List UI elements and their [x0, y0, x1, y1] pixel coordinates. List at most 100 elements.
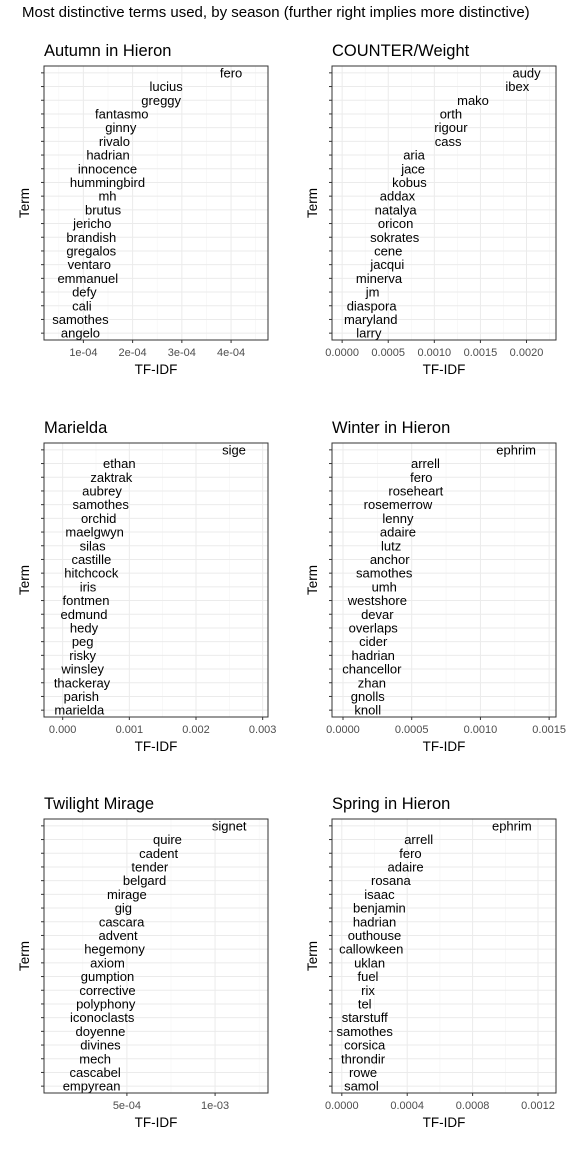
panel-1: Autumn in Hieron fero luciusgreggyfantasmo…	[17, 42, 269, 377]
term-label: jacqui	[369, 257, 404, 272]
term-label: maryland	[344, 312, 397, 327]
term-label: rigour	[434, 120, 468, 135]
term-label: chancellor	[342, 662, 402, 677]
term-label: quire	[153, 832, 182, 847]
term-label: divines	[80, 1038, 121, 1053]
x-tick-label: 0.0000	[326, 724, 360, 736]
plot-background	[332, 66, 556, 340]
x-tick-label: 0.002	[182, 724, 210, 736]
panel-title: Twilight Mirage	[44, 795, 154, 813]
x-tick-label: 0.0008	[456, 1100, 490, 1112]
x-tick-label: 0.0015	[464, 347, 498, 359]
term-label: cascabel	[69, 1065, 120, 1080]
term-label: benjamin	[353, 901, 406, 916]
term-label: fero	[399, 846, 421, 861]
term-label: corrective	[79, 983, 135, 998]
term-label: aubrey	[82, 483, 122, 498]
panel-title: Winter in Hieron	[332, 419, 450, 437]
term-label: adaire	[388, 859, 424, 874]
term-label: fero	[220, 65, 242, 80]
term-label: gregalos	[66, 243, 116, 258]
x-tick-label: 0.0005	[371, 347, 405, 359]
term-label: iconoclasts	[70, 1010, 135, 1025]
term-label: rix	[361, 983, 375, 998]
term-label: sokrates	[370, 230, 420, 245]
term-label: mech	[79, 1051, 111, 1066]
term-label: lucius	[149, 79, 183, 94]
term-label: minerva	[356, 271, 403, 286]
term-label: hadrian	[352, 648, 395, 663]
term-label: umh	[372, 579, 397, 594]
term-label: winsley	[60, 662, 104, 677]
panel-4: Winter in Hieron ephrim arrellferorosehear…	[305, 419, 566, 754]
term-label: adaire	[380, 525, 416, 540]
term-label: gig	[115, 901, 132, 916]
x-tick-label: 0.001	[116, 724, 144, 736]
x-tick-label: 0.0010	[464, 724, 498, 736]
term-label: arrell	[404, 832, 433, 847]
panel-title: Spring in Hieron	[332, 795, 450, 813]
y-axis-label: Term	[17, 188, 32, 218]
plot-background	[44, 819, 268, 1093]
panel-border	[43, 442, 269, 718]
plot-background	[332, 819, 556, 1093]
term-label: fontmen	[63, 593, 110, 608]
term-label: rosana	[371, 873, 412, 888]
figure-title: Most distinctive terms used, by season (…	[22, 4, 530, 21]
term-label: gumption	[81, 969, 134, 984]
term-label: tel	[358, 996, 372, 1011]
panel-5: Twilight Mirage signet quirecadenttenderbe…	[17, 795, 269, 1130]
term-label: jace	[400, 161, 425, 176]
term-label: kobus	[392, 175, 427, 190]
term-label: sige	[222, 442, 246, 457]
term-label: advent	[99, 928, 138, 943]
term-label: diaspora	[347, 298, 398, 313]
term-label: hadrian	[353, 914, 396, 929]
term-label: signet	[212, 818, 247, 833]
y-axis-label: Term	[17, 565, 32, 595]
term-label: aria	[403, 148, 425, 163]
x-tick-label: 2e-04	[119, 347, 147, 359]
panel-title: COUNTER/Weight	[332, 42, 470, 60]
x-tick-label: 0.000	[49, 724, 77, 736]
x-tick-label: 1e-03	[201, 1100, 229, 1112]
x-tick-label: 0.0012	[521, 1100, 555, 1112]
term-label: polyphony	[76, 996, 136, 1011]
x-axis-label: TF-IDF	[135, 1115, 178, 1130]
term-label: hegemony	[84, 942, 145, 957]
term-label: rowe	[349, 1065, 377, 1080]
term-label: brutus	[85, 202, 122, 217]
panel-3: Marielda sige ethanzaktrakaubreysamothesor…	[17, 419, 276, 754]
term-label: mh	[98, 189, 116, 204]
term-label: orth	[440, 106, 462, 121]
x-axis-label: TF-IDF	[423, 362, 466, 377]
term-label: samothes	[337, 1024, 394, 1039]
term-label: fero	[410, 470, 432, 485]
term-label: throndir	[341, 1051, 386, 1066]
term-label: cadent	[139, 846, 178, 861]
y-axis-label: Term	[305, 565, 320, 595]
term-label: hadrian	[86, 148, 129, 163]
term-label: cascara	[99, 914, 145, 929]
term-label: corsica	[344, 1038, 386, 1053]
term-label: zaktrak	[90, 470, 132, 485]
term-label: samothes	[356, 566, 413, 581]
x-axis-label: TF-IDF	[135, 739, 178, 754]
term-label: overlaps	[349, 620, 399, 635]
term-label: roseheart	[388, 483, 443, 498]
term-label: jm	[365, 285, 380, 300]
term-label: empyrean	[63, 1079, 121, 1094]
term-label: samol	[344, 1079, 379, 1094]
term-label: gnolls	[351, 689, 385, 704]
term-label: knoll	[354, 703, 381, 718]
term-label: natalya	[375, 202, 418, 217]
term-label: ginny	[105, 120, 137, 135]
term-label: castille	[71, 552, 111, 567]
term-label: fantasmo	[95, 106, 148, 121]
term-label: tender	[131, 859, 169, 874]
term-label: hedy	[70, 620, 99, 635]
term-label: larry	[356, 326, 382, 341]
x-tick-label: 4e-04	[217, 347, 245, 359]
term-label: hitchcock	[64, 566, 119, 581]
